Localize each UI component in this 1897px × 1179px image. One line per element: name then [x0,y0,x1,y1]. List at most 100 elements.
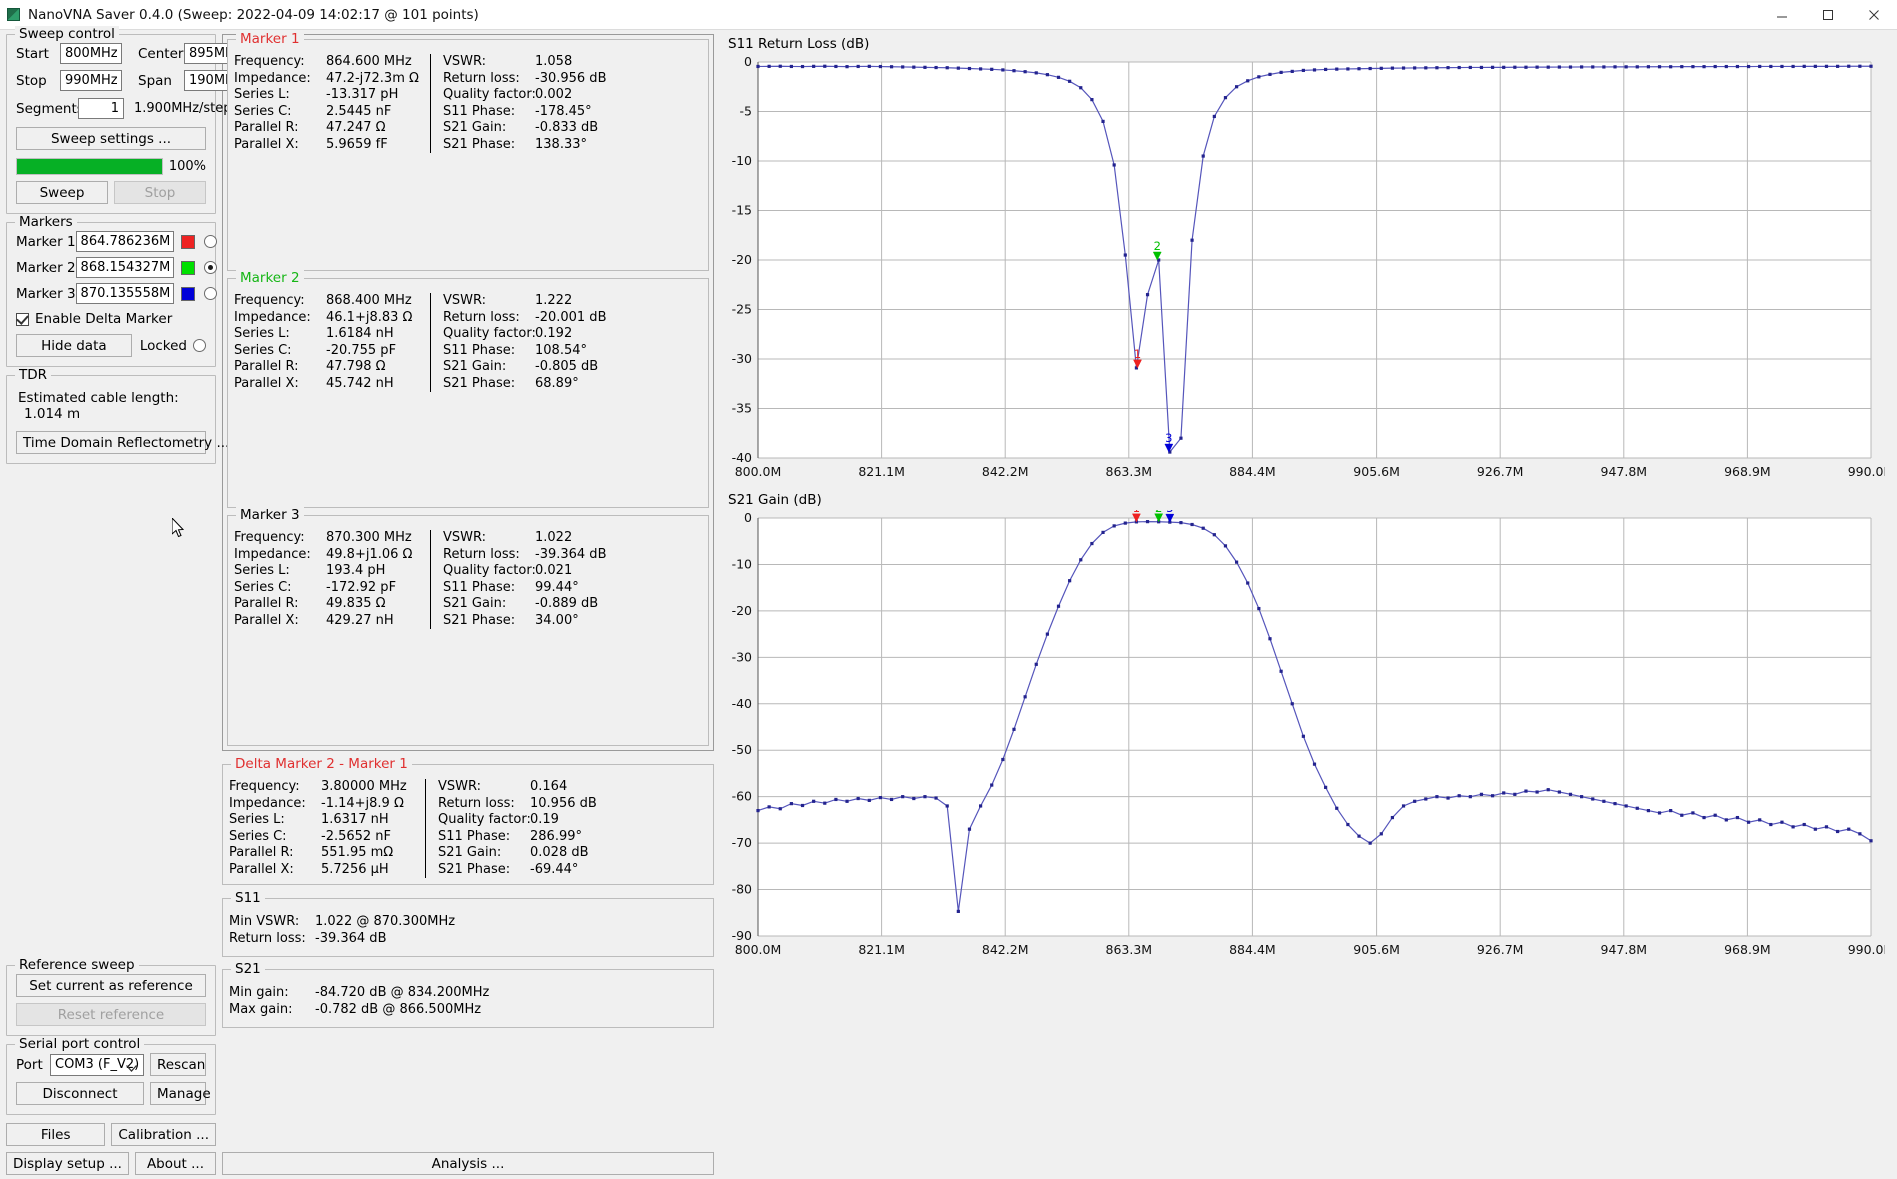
delta-right-column: VSWR: 0.164 Return loss: 10.956 dB Quality… [425,779,605,878]
svg-text:884.4M: 884.4M [1229,942,1276,957]
svg-text:926.7M: 926.7M [1477,464,1524,479]
key: S21 Phase: [443,136,516,152]
stop-input[interactable] [60,70,122,91]
files-button[interactable]: Files [6,1123,106,1146]
value: 1.222 [535,293,573,308]
key: Series L: [234,563,290,578]
close-icon[interactable] [1851,0,1897,30]
s11-return-loss-chart[interactable]: S11 Return Loss (dB) 0 -5 -10 -15 -20 -25 -30 -… [720,34,1893,484]
svg-text:-30: -30 [732,351,752,366]
hide-data-button[interactable]: Hide data [16,334,132,357]
segments-label: Segments [16,100,84,117]
value: 0.021 [535,563,573,578]
reset-reference-button[interactable]: Reset reference [16,1003,206,1026]
value: 870.300 MHz [326,530,412,545]
svg-text:-20: -20 [732,252,752,267]
rescan-button[interactable]: Rescan [150,1053,206,1076]
port-label: Port [16,1056,43,1073]
about-button[interactable]: About ... [134,1152,216,1175]
set-current-as-reference-button[interactable]: Set current as reference [16,974,206,997]
enable-delta-marker-checkbox[interactable] [16,312,29,326]
maximize-icon[interactable] [1805,0,1851,30]
markers-title: Markers [15,214,77,230]
s11-chart-title: S11 Return Loss (dB) [728,36,870,52]
locked-radio[interactable] [193,339,206,352]
analysis-button[interactable]: Analysis ... [222,1152,714,1175]
marker2-frequency-input[interactable] [75,257,174,278]
port-select[interactable]: COM3 (F_V2) [50,1053,144,1076]
segments-input[interactable] [78,98,124,119]
window-title-bar: NanoVNA Saver 0.4.0 (Sweep: 2022-04-09 1… [0,0,1897,30]
svg-text:0: 0 [744,510,752,525]
svg-text:-80: -80 [732,882,752,897]
value: 551.95 mΩ [321,845,394,860]
stop-sweep-button[interactable]: Stop [114,181,206,204]
marker-data-column: Marker 1 Frequency: 864.600 MHz Impedance… [222,31,714,1175]
value: 99.44° [535,579,579,595]
value: 864.600 MHz [326,54,412,69]
marker3-select-radio[interactable] [203,287,217,300]
key: Quality factor: [443,563,536,578]
value: -0.805 dB [535,359,599,374]
svg-text:-5: -5 [740,104,752,119]
marker2-select-radio[interactable] [203,261,217,274]
key: Min VSWR: [229,914,300,929]
marker1-color-swatch[interactable] [180,234,195,249]
calibration-button[interactable]: Calibration ... [111,1123,216,1146]
progress-bar [16,158,163,175]
manage-button[interactable]: Manage [150,1082,211,1105]
key: S11 Phase: [443,103,516,119]
minimize-icon[interactable] [1759,0,1805,30]
sweep-control-group: Sweep control Start Stop Center [6,26,246,214]
value: 0.028 dB [530,845,589,860]
app-icon [7,8,20,21]
value: -172.92 pF [326,579,397,595]
key: Return loss: [443,309,520,325]
value: -2.5652 nF [321,828,392,844]
display-setup-button[interactable]: Display setup ... [6,1152,129,1175]
svg-text:800.0M: 800.0M [735,464,782,479]
key: Parallel R: [229,845,294,860]
key: Max gain: [229,1002,293,1017]
marker2-color-swatch[interactable] [180,260,195,275]
svg-text:-15: -15 [732,203,752,218]
key: Impedance: [234,309,311,325]
marker2-left-column: Frequency: 868.400 MHz Impedance: 46.1+j8.… [234,293,424,392]
marker3-right-column: VSWR: 1.022 Return loss: -39.364 dB Qualit… [430,530,610,629]
marker3-frequency-input[interactable] [75,283,174,304]
value: 1.6317 nH [321,812,389,827]
marker1-select-radio[interactable] [203,235,217,248]
key: S21 Gain: [443,359,507,374]
value: -0.782 dB @ 866.500MHz [315,1002,482,1017]
svg-text:863.3M: 863.3M [1106,942,1153,957]
sweep-button[interactable]: Sweep [16,181,108,204]
key: Series C: [234,103,292,119]
svg-text:-10: -10 [732,153,752,168]
start-input[interactable] [60,43,122,64]
svg-text:2: 2 [1154,239,1161,253]
marker-row-3: Marker 3 [16,283,217,304]
estimated-cable-length-label: Estimated cable length: [18,390,179,406]
disconnect-button[interactable]: Disconnect [16,1082,144,1105]
svg-text:2: 2 [1155,510,1162,515]
time-domain-reflectometry-button[interactable]: Time Domain Reflectometry ... [16,431,229,454]
value: 47.798 Ω [326,359,386,374]
value: 3.80000 MHz [321,779,407,794]
stop-label: Stop [16,72,47,89]
svg-text:-30: -30 [732,649,752,664]
marker3-color-swatch[interactable] [180,286,195,301]
marker3-left-column: Frequency: 870.300 MHz Impedance: 49.8+j1.… [234,530,424,629]
key: Return loss: [229,931,306,946]
key: Series L: [229,812,285,827]
marker1-frequency-input[interactable] [75,231,174,252]
enable-delta-marker-row[interactable]: Enable Delta Marker [16,311,206,327]
left-control-column: Sweep control Start Stop Center [6,26,246,1175]
s21-gain-chart[interactable]: S21 Gain (dB) 0 -10 -20 -30 -40 -50 -60 -70 -80 -… [720,490,1893,962]
value: 2.5445 nF [326,103,392,119]
sweep-settings-button[interactable]: Sweep settings ... [16,127,206,150]
key: Parallel X: [234,136,299,152]
key: Frequency: [229,779,300,794]
marker-row-1: Marker 1 [16,231,217,252]
